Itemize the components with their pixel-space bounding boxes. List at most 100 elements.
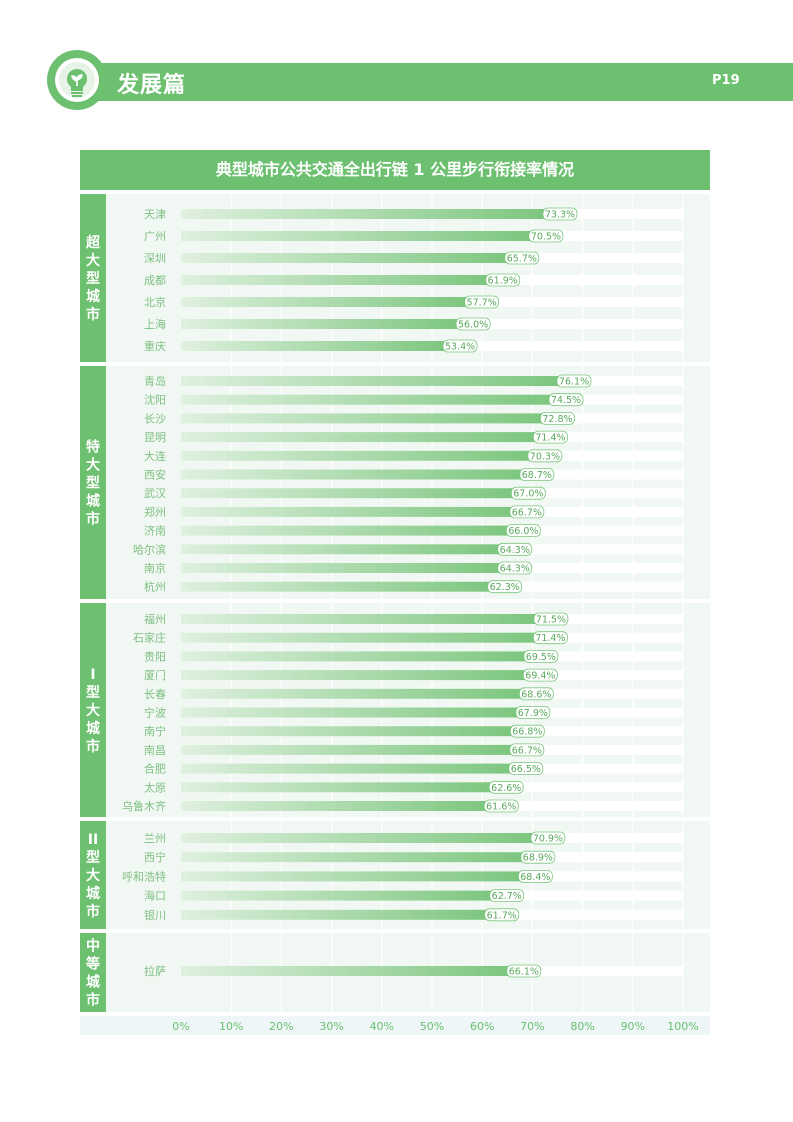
city-label: 长春	[144, 688, 166, 701]
city-label: 沈阳	[144, 393, 166, 407]
x-tick-label: 60%	[470, 1020, 494, 1033]
x-tick-label: 50%	[420, 1020, 444, 1033]
city-label: 广州	[144, 230, 166, 243]
bar	[181, 450, 534, 461]
city-label: 海口	[144, 889, 166, 903]
bar	[181, 707, 522, 718]
bar	[181, 413, 547, 424]
bar	[181, 376, 564, 386]
data-label: 68.4%	[520, 872, 550, 883]
bar	[181, 581, 494, 592]
data-label: 61.9%	[488, 276, 518, 287]
section-title: 发展篇	[117, 73, 187, 98]
value-badge	[528, 229, 564, 243]
group-label-char: 城	[86, 493, 100, 510]
city-label: 济南	[144, 524, 166, 538]
bar	[181, 525, 513, 536]
bar	[181, 253, 511, 263]
bar	[181, 763, 515, 774]
group-label-char: 大	[86, 252, 100, 269]
group-label-char: 型	[86, 684, 100, 701]
value-badge	[533, 631, 568, 645]
data-label: 61.7%	[487, 910, 517, 921]
value-badge	[509, 505, 545, 519]
city-label: 厦门	[144, 668, 166, 682]
city-label: 南宁	[144, 724, 166, 738]
axis-strip	[80, 1016, 710, 1035]
x-tick-label: 100%	[667, 1020, 698, 1033]
city-label: 北京	[144, 295, 166, 309]
city-label: 郑州	[144, 505, 166, 519]
group-label-column	[80, 603, 106, 817]
data-label: 71.4%	[535, 633, 565, 644]
city-label: 福州	[144, 612, 166, 626]
city-label: 大连	[144, 449, 166, 463]
group-label-char: I	[90, 667, 95, 683]
group-label-char: 型	[86, 475, 100, 492]
data-label: 68.7%	[522, 470, 552, 481]
bar	[181, 563, 504, 573]
value-badge	[442, 339, 478, 353]
group-label-char: 大	[86, 867, 100, 884]
x-tick-label: 80%	[570, 1020, 594, 1033]
x-tick-label: 90%	[621, 1020, 645, 1033]
bar	[181, 909, 491, 920]
group-label-char: 大	[86, 457, 100, 474]
value-badge	[488, 780, 524, 794]
data-label: 72.8%	[542, 414, 572, 425]
chart-title-bar	[80, 150, 710, 190]
bar	[181, 544, 504, 555]
data-label: 69.4%	[525, 671, 555, 682]
data-label: 74.5%	[551, 395, 581, 406]
group-label-char: II	[88, 832, 98, 848]
group-label-column	[80, 366, 106, 599]
value-badge	[540, 411, 575, 425]
city-label: 南昌	[144, 744, 166, 757]
bar	[181, 341, 450, 351]
x-tick-label: 0%	[172, 1020, 189, 1033]
value-badge	[548, 393, 584, 407]
value-badge	[497, 542, 533, 556]
data-label: 71.5%	[536, 615, 566, 626]
city-label: 昆明	[144, 431, 166, 444]
group-label-column	[80, 933, 106, 1012]
bar	[181, 297, 471, 307]
bar	[181, 469, 526, 480]
bar	[181, 231, 535, 241]
value-badge	[489, 889, 525, 902]
group-label-char: 市	[86, 992, 100, 1009]
data-label: 62.7%	[492, 891, 522, 902]
data-label: 66.7%	[512, 507, 542, 518]
data-label: 53.4%	[445, 342, 475, 353]
x-tick-label: 70%	[520, 1020, 544, 1033]
data-label: 65.7%	[507, 254, 537, 265]
city-label: 兰州	[144, 832, 166, 845]
group-label-char: 型	[86, 270, 100, 287]
value-badge	[485, 273, 521, 287]
data-label: 76.1%	[559, 377, 589, 388]
city-label: 西宁	[144, 850, 166, 864]
data-label: 73.3%	[545, 210, 575, 221]
data-label: 70.5%	[531, 232, 561, 243]
group-label-char: 特	[86, 439, 100, 456]
value-badge	[542, 207, 578, 221]
city-label: 杭州	[144, 580, 166, 594]
value-badge	[508, 762, 544, 775]
bar	[181, 801, 491, 811]
value-badge	[509, 743, 545, 757]
city-label: 拉萨	[144, 964, 166, 978]
bar	[181, 506, 516, 517]
bar	[181, 688, 526, 699]
city-label: 长沙	[144, 412, 166, 425]
bar	[181, 726, 517, 737]
value-badge	[483, 799, 519, 813]
bar	[181, 871, 525, 882]
data-label: 56.0%	[458, 320, 488, 331]
x-tick-label: 30%	[319, 1020, 343, 1033]
data-label: 67.9%	[518, 708, 548, 719]
value-badge	[533, 612, 569, 626]
data-label: 61.6%	[486, 802, 516, 813]
city-label: 成都	[144, 274, 166, 287]
group-label-char: 城	[86, 974, 100, 991]
